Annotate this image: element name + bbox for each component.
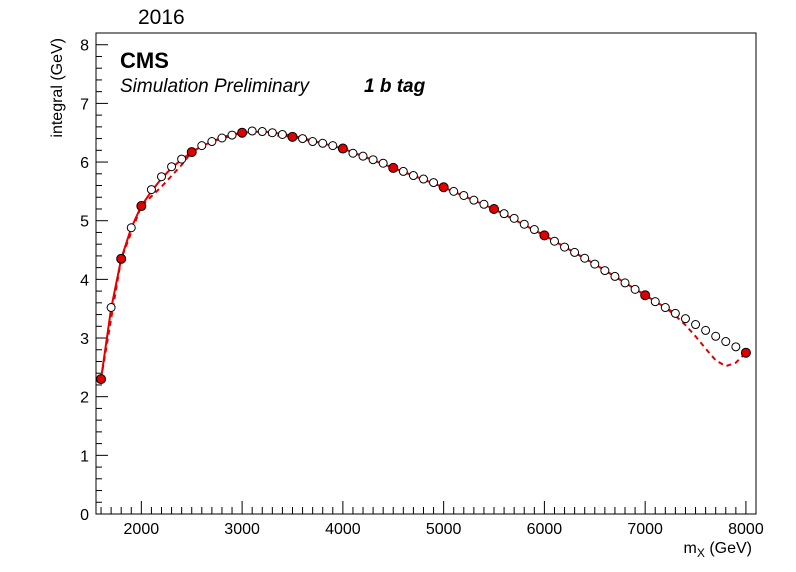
x-axis: 2000 3000 4000 5000 6000 7000 8000 [100, 501, 764, 538]
x-tick-label: 7000 [627, 521, 663, 538]
y-tick-label: 2 [80, 390, 89, 407]
filled-marker [388, 162, 399, 173]
open-marker [721, 337, 731, 347]
open-marker [277, 129, 287, 139]
filled-marker [96, 374, 107, 385]
category-label: 1 b tag [364, 76, 426, 97]
y-tick-label: 1 [80, 448, 89, 465]
open-marker [298, 134, 308, 144]
open-marker [670, 308, 680, 318]
open-marker [630, 284, 640, 294]
open-marker [711, 331, 721, 341]
open-marker [691, 320, 701, 330]
x-tick-label: 4000 [325, 521, 361, 538]
open-marker [449, 186, 459, 196]
open-marker [570, 247, 580, 257]
year-label: 2016 [138, 6, 185, 29]
filled-marker [237, 127, 248, 138]
open-marker [146, 185, 156, 195]
x-tick-label: 8000 [728, 521, 764, 538]
open-marker [106, 303, 116, 313]
y-tick-label: 6 [80, 155, 89, 172]
x-tick-label: 3000 [224, 521, 260, 538]
open-marker [529, 225, 539, 235]
x-tick-label: 2000 [124, 521, 160, 538]
y-tick-label: 8 [80, 38, 89, 55]
x-axis-title-sub: X [697, 546, 705, 560]
filled-marker [287, 131, 298, 142]
y-tick-label: 7 [80, 96, 89, 113]
y-tick-label: 4 [80, 272, 89, 289]
open-marker [227, 130, 237, 140]
open-marker [479, 199, 489, 209]
open-marker [368, 155, 378, 165]
open-marker [398, 166, 408, 176]
x-tick-label: 5000 [426, 521, 462, 538]
open-marker [459, 190, 469, 200]
y-axis: 0 1 2 3 4 5 6 7 8 [80, 38, 108, 524]
filled-marker [337, 143, 348, 154]
open-marker [318, 138, 328, 148]
x-axis-title-unit: (GeV) [705, 540, 752, 557]
data-points [96, 126, 751, 385]
open-marker [217, 133, 227, 143]
open-marker [358, 151, 368, 161]
x-axis-title-main: m [684, 540, 697, 557]
open-marker [600, 266, 610, 276]
open-marker [610, 271, 620, 281]
open-marker [408, 171, 418, 181]
open-marker [197, 141, 207, 151]
open-marker [167, 162, 177, 172]
open-marker [308, 137, 318, 147]
y-tick-label: 5 [80, 214, 89, 231]
open-marker [156, 172, 166, 182]
open-marker [650, 297, 660, 307]
filled-marker [740, 347, 751, 358]
open-marker [247, 126, 257, 136]
filled-marker [116, 253, 127, 264]
x-tick-label: 6000 [527, 521, 563, 538]
open-marker [257, 127, 267, 137]
open-marker [660, 303, 670, 313]
open-marker [680, 314, 690, 324]
open-marker [731, 342, 741, 352]
open-marker [328, 141, 338, 151]
filled-marker [640, 290, 651, 301]
cms-label: CMS [120, 48, 169, 73]
open-marker [701, 325, 711, 335]
simulation-label: Simulation Preliminary [120, 76, 311, 97]
open-marker [267, 128, 277, 138]
open-marker [549, 236, 559, 246]
filled-marker [438, 182, 449, 193]
open-marker [620, 278, 630, 288]
open-marker [469, 195, 479, 205]
filled-marker [489, 203, 500, 214]
open-marker [560, 242, 570, 252]
open-marker [580, 253, 590, 263]
open-marker [429, 178, 439, 188]
filled-marker [186, 147, 197, 158]
y-axis-title: integral (GeV) [49, 38, 66, 138]
open-marker [509, 213, 519, 223]
y-tick-label: 3 [80, 331, 89, 348]
open-marker [177, 154, 187, 164]
filled-marker [136, 201, 147, 212]
open-marker [499, 209, 509, 219]
open-marker [378, 158, 388, 168]
open-marker [207, 137, 217, 147]
open-marker [126, 223, 136, 233]
open-marker [590, 259, 600, 269]
filled-marker [539, 230, 550, 241]
open-marker [519, 219, 529, 229]
x-axis-title: mX (GeV) [684, 540, 752, 560]
open-marker [418, 174, 428, 184]
open-marker [348, 148, 358, 158]
y-tick-label: 0 [80, 507, 89, 524]
plot-frame [95, 32, 757, 515]
